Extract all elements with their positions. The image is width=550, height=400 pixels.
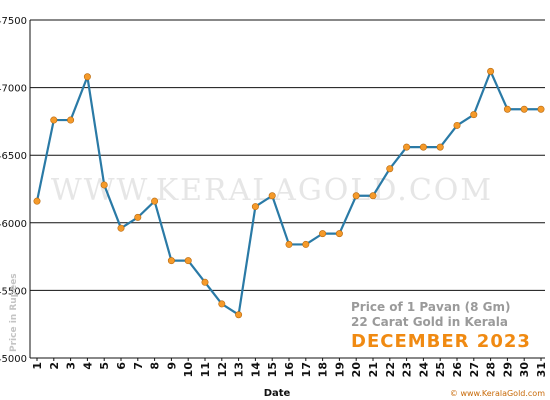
x-tick-labels: 1 2 3 4 5 6 7 8 9 10 11 12 13 14 15 16 17 18 19 20 21 22 23 24 2… (31, 358, 548, 377)
x-tick-label: 18 (317, 362, 330, 377)
data-point (436, 143, 444, 151)
x-tick-label: 26 (451, 362, 464, 378)
data-point (319, 230, 327, 238)
x-tick-label: 22 (384, 362, 397, 377)
x-tick-label: 8 (149, 362, 162, 370)
x-tick-label: 2 (48, 362, 61, 370)
watermark: WWW.KERALAGOLD.COM (51, 173, 493, 208)
x-tick-label: 21 (367, 362, 380, 377)
annotation-month: DECEMBER 2023 (351, 331, 531, 352)
x-tick-label: 3 (65, 362, 78, 370)
y-tick-label: 47000 (0, 84, 27, 95)
x-tick-label: 11 (199, 362, 212, 377)
y-tick-labels: 45000 45500 46000 46500 47000 47500 (0, 16, 27, 365)
x-tick-label: 5 (98, 362, 111, 370)
data-point (235, 311, 243, 319)
x-tick-label: 17 (300, 362, 313, 377)
data-point (167, 257, 175, 265)
x-tick-label: 23 (401, 362, 414, 377)
x-tick-label: 1 (31, 362, 44, 370)
y-tick-label: 47500 (0, 16, 27, 27)
data-point (503, 105, 511, 113)
x-tick-label: 15 (266, 362, 279, 377)
data-point (151, 197, 159, 205)
x-tick-label: 14 (249, 362, 262, 378)
data-point (134, 213, 142, 221)
data-point (386, 165, 394, 173)
data-point (117, 224, 125, 232)
data-point (83, 73, 91, 81)
data-point (33, 197, 41, 205)
data-point (50, 116, 58, 124)
data-point (251, 203, 259, 211)
y-tick-label: 45500 (0, 286, 27, 297)
data-point (453, 121, 461, 129)
x-tick-label: 19 (333, 362, 346, 377)
x-tick-label: 28 (485, 362, 498, 377)
x-tick-label: 9 (165, 362, 178, 370)
data-point (184, 257, 192, 265)
data-point (218, 300, 226, 308)
x-tick-label: 29 (501, 362, 514, 377)
y-tick-label: 46000 (0, 219, 27, 230)
x-tick-label: 13 (233, 362, 246, 377)
series-layer (33, 67, 545, 319)
x-tick-label: 4 (81, 362, 94, 370)
x-tick-label: 27 (468, 362, 481, 377)
data-point (335, 230, 343, 238)
gridlines (30, 19, 545, 291)
x-tick-label: 25 (434, 362, 447, 377)
data-point (369, 192, 377, 200)
data-point (67, 116, 75, 124)
x-tick-label: 7 (132, 362, 145, 370)
data-point (268, 192, 276, 200)
data-point (352, 192, 360, 200)
x-tick-label: 12 (216, 362, 229, 377)
x-axis-title: Date (264, 388, 291, 399)
data-point (201, 278, 209, 286)
credit-text: © www.KeralaGold.com (450, 389, 545, 398)
x-tick-label: 30 (518, 362, 531, 378)
y-tick-label: 46500 (0, 151, 27, 162)
data-point (403, 143, 411, 151)
data-point (419, 143, 427, 151)
x-tick-label: 31 (535, 362, 548, 377)
x-tick-label: 10 (182, 362, 195, 378)
data-point (520, 105, 528, 113)
y-tick-label: 45000 (0, 354, 27, 365)
x-tick-label: 16 (283, 362, 296, 378)
x-tick-label: 24 (417, 362, 430, 378)
data-point (302, 240, 310, 248)
annotation-line-2: 22 Carat Gold in Kerala (351, 315, 508, 329)
x-tick-label: 6 (115, 362, 128, 370)
data-point (537, 105, 545, 113)
data-point (285, 240, 293, 248)
y-axis-title: Price in Rupees (9, 273, 19, 352)
x-tick-label: 20 (350, 362, 363, 378)
annotation-line-1: Price of 1 Pavan (8 Gm) (351, 300, 511, 314)
data-point (470, 111, 478, 119)
data-point (100, 181, 108, 189)
data-point (487, 67, 495, 75)
